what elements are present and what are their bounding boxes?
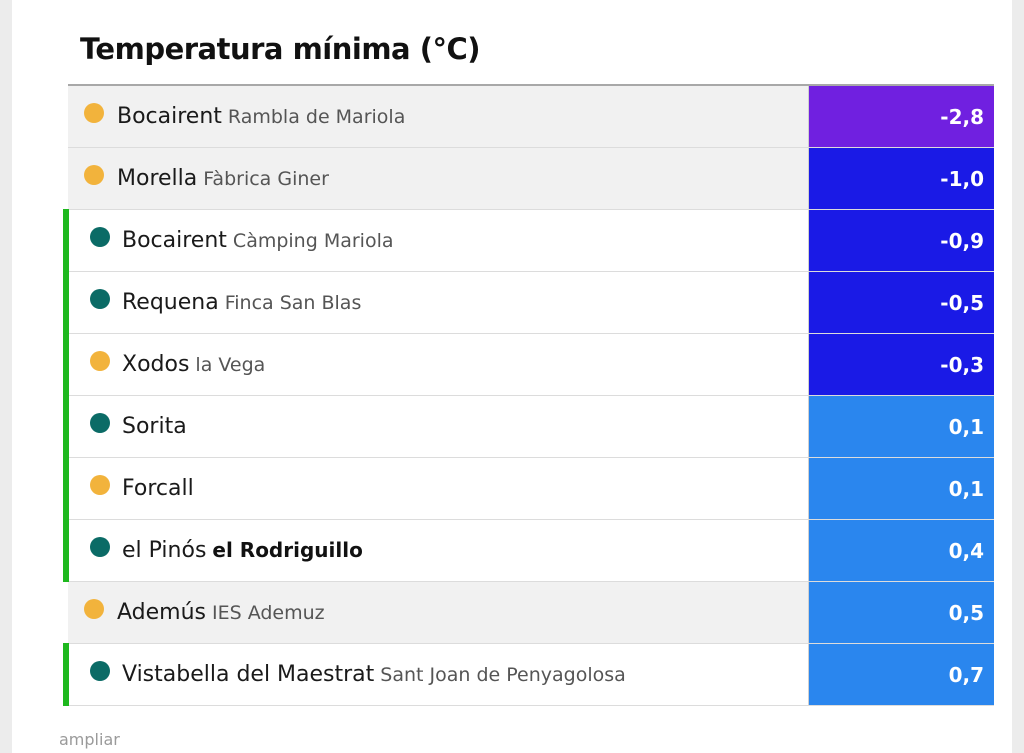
expand-link[interactable]: ampliar [59,730,120,749]
table-row: Ademús IES Ademuz 0,5 [68,582,994,644]
city-name: Sorita [122,414,187,439]
temperature-value: 0,1 [809,396,994,457]
temperature-table: Bocairent Rambla de Mariola -2,8 Morella Fàb… [63,84,994,706]
status-dot-orange-icon [84,103,104,123]
table-title: Temperatura mínima (°C) [80,32,481,66]
table-row: Bocairent Rambla de Mariola -2,8 [68,86,994,148]
station-label: Bocairent Càmping Mariola [122,228,394,253]
highlight-marker [63,271,69,334]
highlight-marker [63,333,69,396]
city-name: Xodos [122,352,190,377]
table-row: Requena Finca San Blas -0,5 [63,271,994,334]
status-dot-teal-icon [90,661,110,681]
table-row: Sorita 0,1 [63,395,994,458]
status-dot-orange-icon [84,165,104,185]
station-label: el Pinós el Rodriguillo [122,538,363,563]
station-name: el Rodriguillo [212,538,363,562]
station-label: Vistabella del Maestrat Sant Joan de Peny… [122,662,626,687]
station-cell: Bocairent Càmping Mariola [63,209,809,272]
temperature-value: -2,8 [809,86,994,147]
status-dot-orange-icon [84,599,104,619]
status-dot-orange-icon [90,351,110,371]
station-cell: Forcall [63,457,809,520]
temperature-value: 0,4 [809,520,994,581]
station-cell: Vistabella del Maestrat Sant Joan de Peny… [63,643,809,706]
status-dot-teal-icon [90,537,110,557]
table-row: Morella Fàbrica Giner -1,0 [68,148,994,210]
station-cell: Sorita [63,395,809,458]
station-cell: Requena Finca San Blas [63,271,809,334]
station-label: Xodos la Vega [122,352,265,377]
highlight-marker [63,643,69,706]
station-label: Ademús IES Ademuz [117,600,325,625]
station-label: Sorita [122,414,187,439]
station-cell: Bocairent Rambla de Mariola [68,86,809,147]
temperature-value: 0,1 [809,458,994,519]
station-cell: Morella Fàbrica Giner [68,148,809,209]
temperature-value: -0,5 [809,272,994,333]
station-label: Bocairent Rambla de Mariola [117,104,405,129]
city-name: Morella [117,166,198,191]
table-row: Vistabella del Maestrat Sant Joan de Peny… [63,643,994,706]
city-name: Ademús [117,600,206,625]
station-cell: el Pinós el Rodriguillo [63,519,809,582]
highlight-marker [63,209,69,272]
city-name: Bocairent [122,228,227,253]
city-name: Bocairent [117,104,222,129]
temperature-card: Temperatura mínima (°C) Bocairent Rambla … [12,0,1012,753]
station-name: Finca San Blas [224,292,362,314]
temperature-value: -0,3 [809,334,994,395]
city-name: Vistabella del Maestrat [122,662,375,687]
table-row: Bocairent Càmping Mariola -0,9 [63,209,994,272]
station-label: Requena Finca San Blas [122,290,361,315]
status-dot-teal-icon [90,413,110,433]
station-name: Fàbrica Giner [203,168,329,190]
temperature-value: -1,0 [809,148,994,209]
city-name: Requena [122,290,219,315]
status-dot-teal-icon [90,227,110,247]
station-name: la Vega [195,354,266,376]
highlight-marker [63,395,69,458]
table-row: el Pinós el Rodriguillo 0,4 [63,519,994,582]
station-label: Forcall [122,476,194,501]
station-name: Rambla de Mariola [227,106,406,128]
city-name: el Pinós [122,538,207,563]
city-name: Forcall [122,476,194,501]
status-dot-orange-icon [90,475,110,495]
temperature-value: 0,5 [809,582,994,643]
station-cell: Ademús IES Ademuz [68,582,809,643]
temperature-value: 0,7 [809,644,994,705]
highlight-marker [63,457,69,520]
station-name: IES Ademuz [212,602,325,624]
station-name: Sant Joan de Penyagolosa [380,664,626,686]
temperature-value: -0,9 [809,210,994,271]
table-row: Xodos la Vega -0,3 [63,333,994,396]
station-cell: Xodos la Vega [63,333,809,396]
station-name: Càmping Mariola [232,230,394,252]
highlight-marker [63,519,69,582]
table-row: Forcall 0,1 [63,457,994,520]
station-label: Morella Fàbrica Giner [117,166,329,191]
status-dot-teal-icon [90,289,110,309]
